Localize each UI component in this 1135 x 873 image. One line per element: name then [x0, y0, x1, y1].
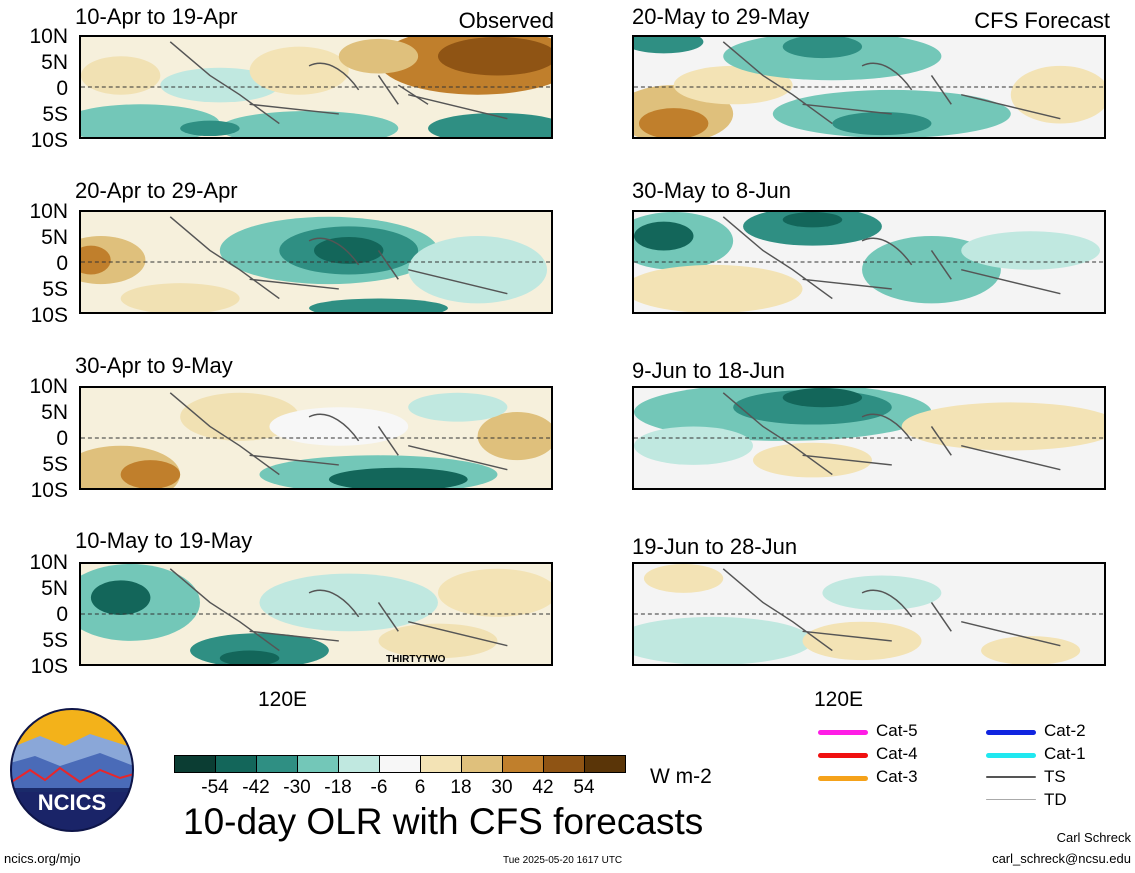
- legend-line-ts: [986, 776, 1036, 778]
- colorbar-swatch: [174, 755, 216, 773]
- legend-line-cat4: [818, 753, 868, 758]
- lat-label: 5N: [41, 401, 68, 424]
- colorbar-tick: 6: [414, 777, 426, 798]
- colorbar-tick: -6: [370, 777, 388, 798]
- lat-label: 10S: [30, 129, 68, 152]
- lat-label: 0: [56, 427, 68, 450]
- panel-7-title: 9-Jun to 18-Jun: [632, 358, 785, 383]
- map-panel-8: [632, 562, 1106, 666]
- legend-label-cat1: Cat-1: [1044, 744, 1086, 763]
- lat-label: 10N: [29, 200, 68, 223]
- colorbar-swatch: [543, 755, 585, 773]
- colorbar-tick: -54: [201, 777, 229, 798]
- colorbar-units: W m-2: [650, 765, 712, 788]
- lat-label: 5S: [42, 453, 68, 476]
- lat-label: 10S: [30, 655, 68, 678]
- colorbar-tick: -42: [242, 777, 270, 798]
- panel-1-title: 10-Apr to 19-Apr: [75, 4, 238, 29]
- legend-label-ts: TS: [1044, 767, 1066, 786]
- panel-3-title: 30-Apr to 9-May: [75, 353, 233, 378]
- legend-line-td: [986, 799, 1036, 800]
- colorbar-swatch: [420, 755, 462, 773]
- map-panel-1: [79, 35, 553, 139]
- legend-line-cat3: [818, 776, 868, 781]
- map-panel-7: [632, 386, 1106, 490]
- colorbar-tick: 54: [573, 777, 595, 798]
- lon-label-right: 120E: [814, 688, 864, 711]
- lat-label: 5N: [41, 577, 68, 600]
- main-title: 10-day OLR with CFS forecasts: [183, 801, 704, 842]
- panel-2-title: 20-Apr to 29-Apr: [75, 178, 238, 203]
- footer-author: Carl Schreck: [1056, 830, 1131, 845]
- lat-label: 0: [56, 603, 68, 626]
- legend-line-cat2: [986, 730, 1036, 735]
- lat-label: 0: [56, 77, 68, 100]
- lat-label: 5N: [41, 226, 68, 249]
- panel-5-tag: CFS Forecast: [974, 8, 1110, 33]
- legend-line-cat5: [818, 730, 868, 735]
- lat-label: 5N: [41, 51, 68, 74]
- lat-label: 10N: [29, 25, 68, 48]
- legend-label-cat5: Cat-5: [876, 721, 918, 740]
- colorbar-swatch: [297, 755, 339, 773]
- panel-6-title: 30-May to 8-Jun: [632, 178, 791, 203]
- colorbar-tick: -18: [324, 777, 352, 798]
- map-panel-5: [632, 35, 1106, 139]
- footer-url: ncics.org/mjo: [4, 851, 81, 866]
- lat-label: 5S: [42, 103, 68, 126]
- panel-5-title: 20-May to 29-May: [632, 4, 810, 29]
- map-panel-4: THIRTYTWO: [79, 562, 553, 666]
- map-panel-3: [79, 386, 553, 490]
- colorbar-tick: -30: [283, 777, 311, 798]
- lat-label: 10N: [29, 375, 68, 398]
- lat-label: 10S: [30, 304, 68, 327]
- lat-label: 10S: [30, 479, 68, 502]
- panel-4-title: 10-May to 19-May: [75, 528, 253, 553]
- panel-8-title: 19-Jun to 28-Jun: [632, 534, 798, 559]
- colorbar-swatch: [461, 755, 503, 773]
- lat-label: 5S: [42, 278, 68, 301]
- legend-label-cat4: Cat-4: [876, 744, 918, 763]
- legend-line-cat1: [986, 753, 1036, 758]
- logo-text: NCICS: [37, 790, 107, 815]
- footer-timestamp: Tue 2025-05-20 1617 UTC: [503, 855, 623, 866]
- colorbar-tick: 18: [450, 777, 472, 798]
- ncics-logo: NCICS: [10, 708, 134, 832]
- map-panel-6: [632, 210, 1106, 314]
- colorbar-swatch: [502, 755, 544, 773]
- colorbar-swatch: [379, 755, 421, 773]
- legend-label-cat3: Cat-3: [876, 767, 918, 786]
- legend-label-td: TD: [1044, 790, 1067, 809]
- colorbar-swatch: [584, 755, 626, 773]
- colorbar-swatch: [215, 755, 257, 773]
- colorbar-tick: 42: [532, 777, 554, 798]
- lat-label: 0: [56, 252, 68, 275]
- colorbar-swatch: [338, 755, 380, 773]
- lat-label: 5S: [42, 629, 68, 652]
- colorbar-tick: 30: [491, 777, 513, 798]
- legend-label-cat2: Cat-2: [1044, 721, 1086, 740]
- lon-label-left: 120E: [258, 688, 308, 711]
- storm-label: THIRTYTWO: [386, 654, 446, 665]
- panel-1-tag: Observed: [458, 8, 554, 33]
- footer-email: carl_schreck@ncsu.edu: [992, 851, 1131, 866]
- colorbar-swatch: [256, 755, 298, 773]
- lat-label: 10N: [29, 551, 68, 574]
- map-panel-2: [79, 210, 553, 314]
